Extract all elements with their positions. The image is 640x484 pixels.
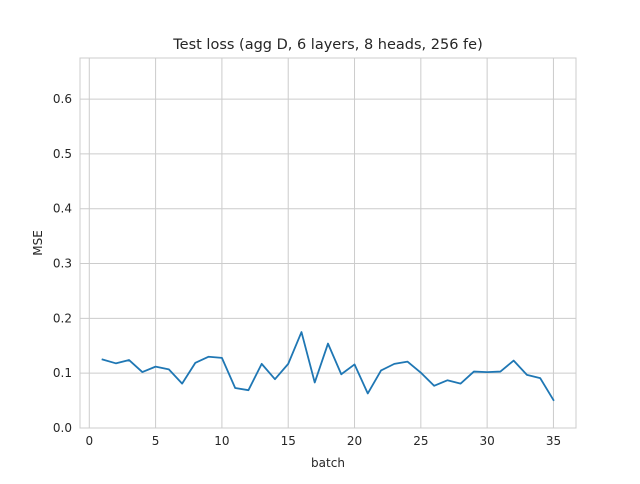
x-tick-label: 25 [413, 434, 428, 448]
grid [80, 58, 576, 429]
series-line [101, 331, 555, 402]
x-axis-label: batch [311, 456, 345, 470]
x-tick-label: 35 [546, 434, 561, 448]
y-tick-label: 0.0 [53, 421, 72, 435]
x-tick-label: 5 [152, 434, 160, 448]
plot-area [79, 57, 577, 429]
x-tick-label: 0 [85, 434, 93, 448]
series-layer [101, 331, 555, 402]
y-tick-label: 0.2 [53, 311, 72, 325]
chart-title: Test loss (agg D, 6 layers, 8 heads, 256… [172, 37, 482, 53]
x-tick-label: 15 [281, 434, 296, 448]
x-tick-label: 30 [480, 434, 495, 448]
y-axis-ticks: 0.0 0.1 0.2 0.3 0.4 0.5 0.6 [53, 92, 72, 435]
y-tick-label: 0.6 [53, 92, 72, 106]
y-tick-label: 0.4 [53, 202, 72, 216]
y-axis-label: MSE [31, 230, 45, 256]
y-tick-label: 0.3 [53, 257, 72, 271]
y-tick-label: 0.5 [53, 147, 72, 161]
x-tick-label: 10 [214, 434, 229, 448]
x-axis-ticks: 0 5 10 15 20 25 30 35 [85, 434, 561, 448]
y-tick-label: 0.1 [53, 366, 72, 380]
x-tick-label: 20 [347, 434, 362, 448]
